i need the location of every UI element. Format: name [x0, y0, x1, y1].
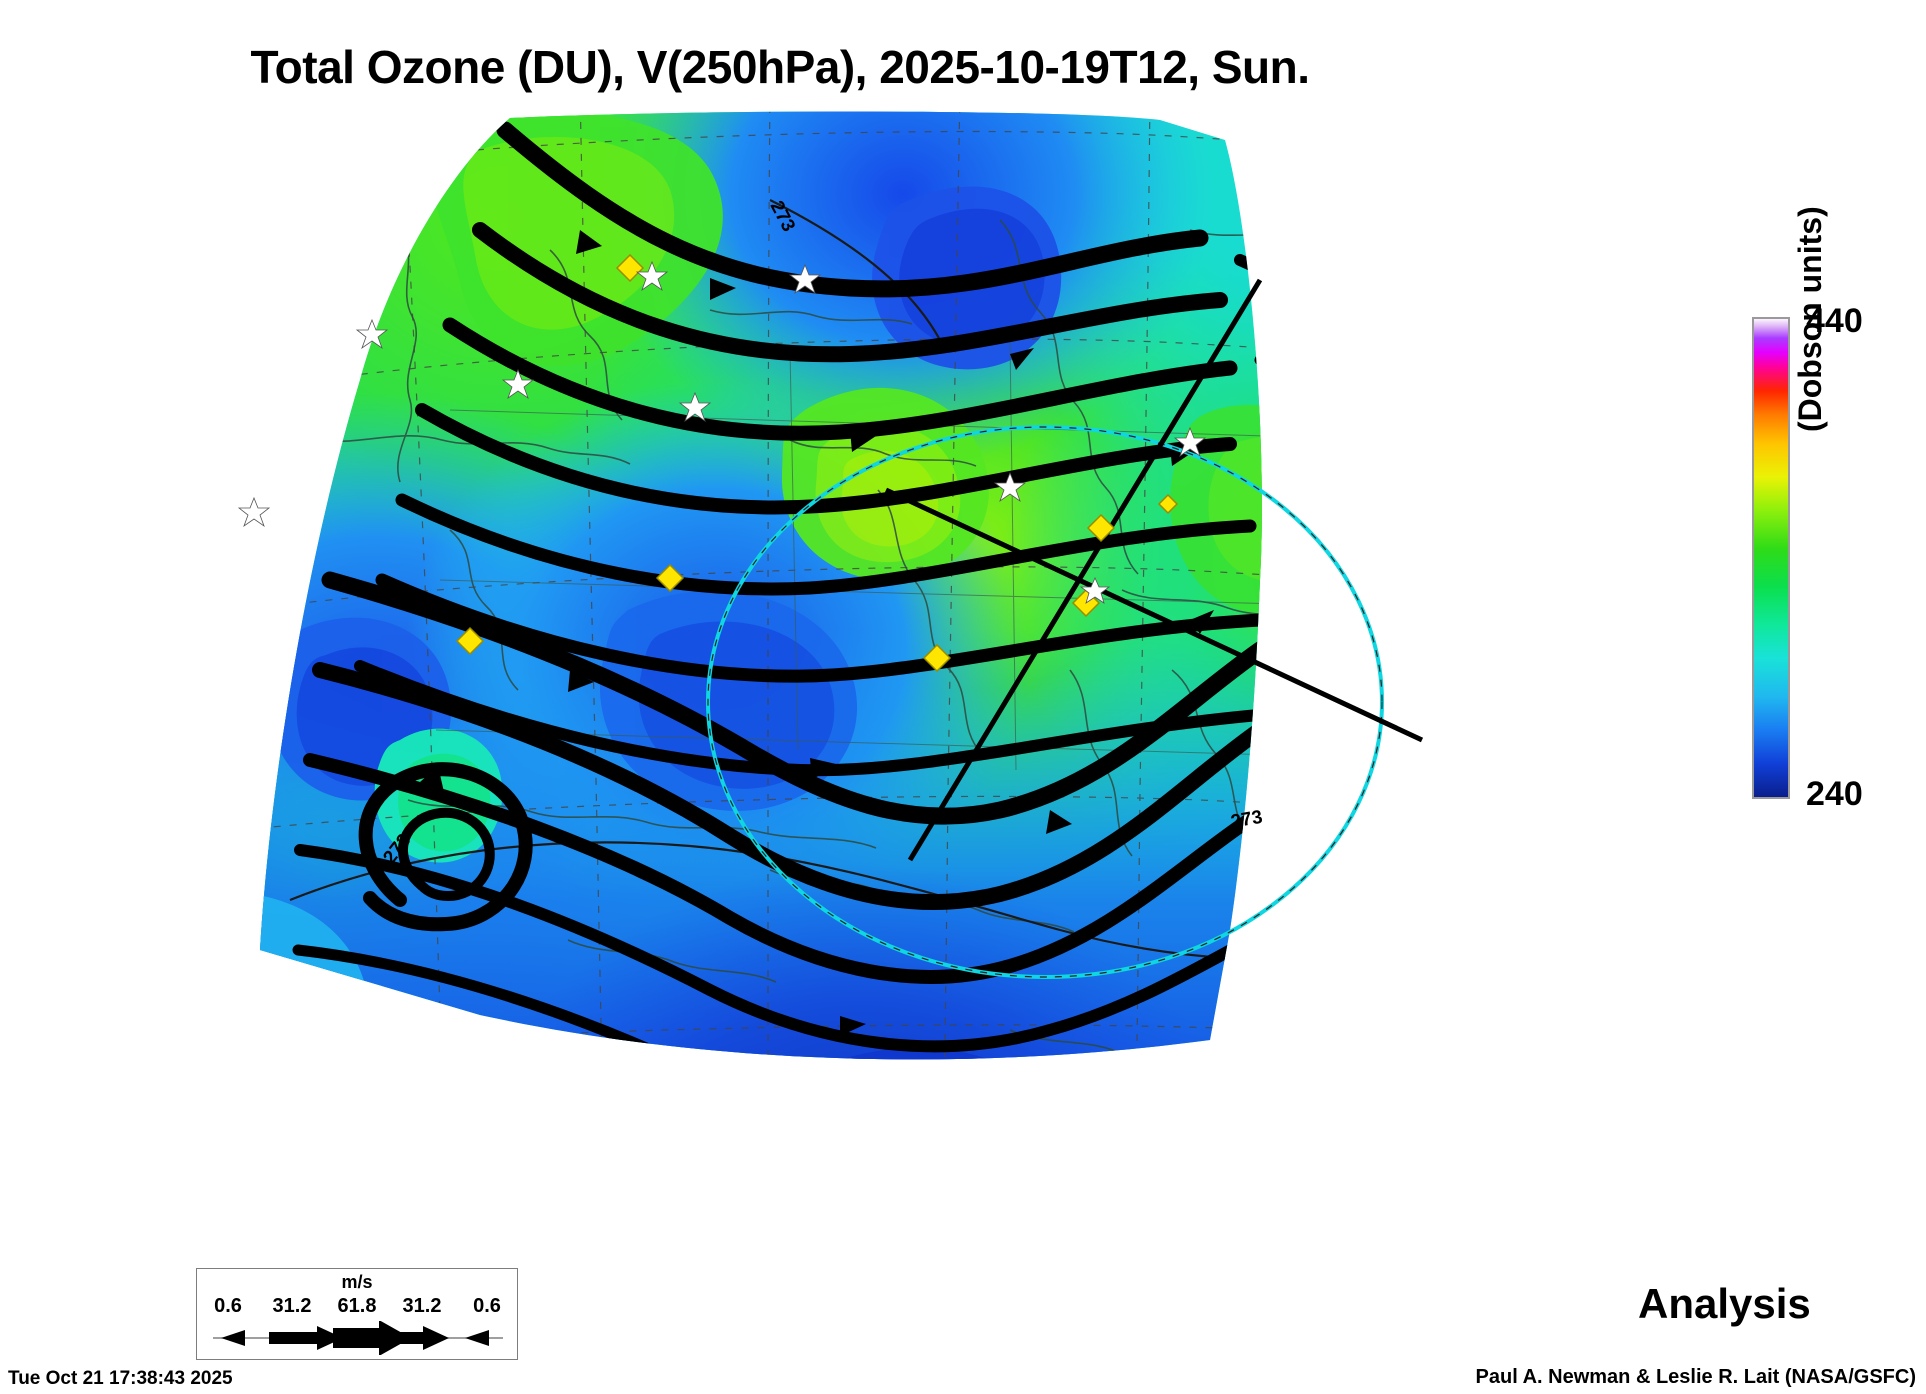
wind-scale-legend: m/s 0.6 31.2 61.8 31.2 0.6: [196, 1268, 518, 1360]
wind-value-1: 31.2: [272, 1295, 312, 1317]
wind-unit-label: m/s: [341, 1272, 373, 1292]
author-credit: Paul A. Newman & Leslie R. Lait (NASA/GS…: [1475, 1366, 1916, 1388]
colorbar-gradient: [1752, 317, 1790, 799]
wind-value-2: 61.8: [337, 1295, 377, 1317]
station-markers: [237, 253, 1207, 673]
contour-label-2: 273: [1229, 807, 1264, 833]
map-canvas: 273 273 273: [237, 111, 1424, 1060]
analysis-label: Analysis: [1638, 1280, 1811, 1327]
page-title: Total Ozone (DU), V(250hPa), 2025-10-19T…: [250, 41, 1311, 93]
wind-value-3: 31.2: [402, 1295, 442, 1317]
wind-scale-arrows: [213, 1321, 503, 1355]
ozone-map: 273 273 273: [150, 110, 1570, 1270]
wind-value-0: 0.6: [214, 1295, 242, 1317]
streamline-arrows: [420, 230, 1214, 1036]
colorbar-min-label: 240: [1806, 775, 1863, 813]
colorbar-max-label: 440: [1806, 302, 1863, 340]
sonde-station-markers: [237, 260, 1207, 604]
colorbar-axis-label: (Dobson units): [1792, 206, 1828, 432]
wind-value-4: 0.6: [473, 1295, 501, 1317]
region-of-interest: [706, 278, 1424, 979]
generation-timestamp: Tue Oct 21 17:38:43 2025: [8, 1368, 233, 1389]
